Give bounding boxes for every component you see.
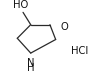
Text: HCl: HCl [71,46,88,56]
Text: N: N [27,58,34,68]
Text: HO: HO [14,1,29,11]
Text: O: O [61,22,69,32]
Text: H: H [27,63,34,73]
